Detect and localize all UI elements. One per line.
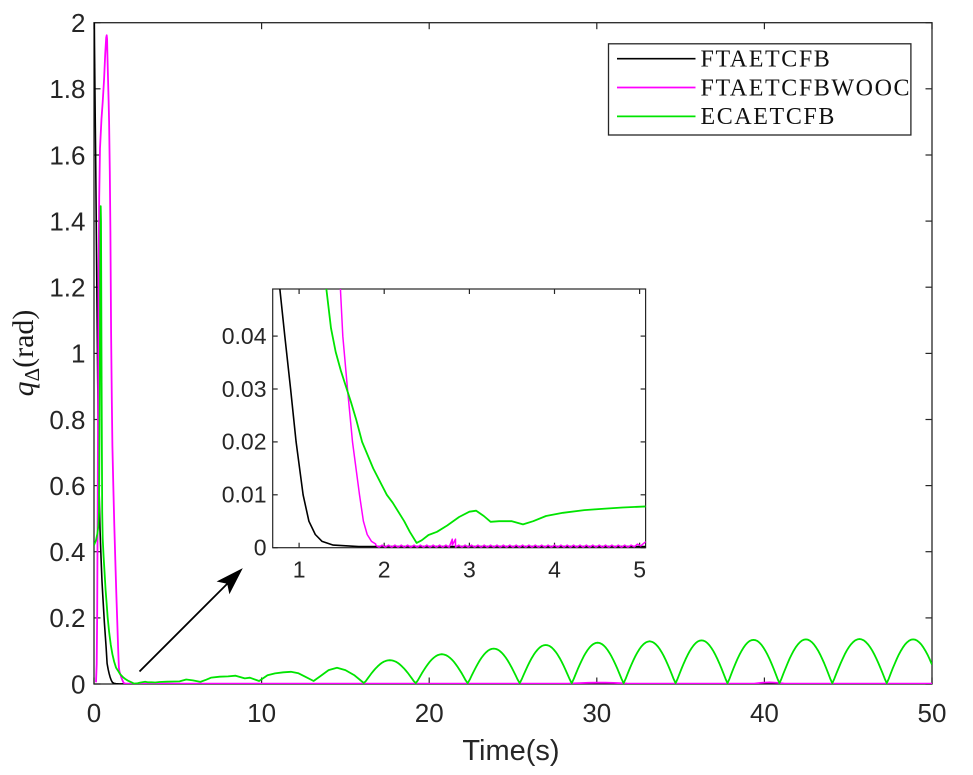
svg-text:4: 4 [548,557,561,583]
svg-text:0.8: 0.8 [49,405,85,435]
svg-text:FTAETCFBWOOC: FTAETCFBWOOC [701,75,912,101]
svg-text:50: 50 [918,698,947,728]
svg-text:FTAETCFB: FTAETCFB [701,47,832,73]
svg-text:0: 0 [71,669,85,699]
svg-text:Time(s): Time(s) [462,735,559,767]
svg-text:0.6: 0.6 [49,471,85,501]
svg-text:5: 5 [633,557,646,583]
svg-text:10: 10 [247,698,276,728]
svg-text:0.02: 0.02 [222,429,267,455]
svg-text:qΔ(rad): qΔ(rad) [7,310,44,397]
svg-text:1.6: 1.6 [49,140,85,170]
svg-text:0.01: 0.01 [222,482,267,508]
svg-text:0.4: 0.4 [49,537,85,567]
svg-text:3: 3 [463,557,476,583]
svg-text:30: 30 [582,698,611,728]
svg-text:0.04: 0.04 [222,323,267,349]
svg-text:2: 2 [71,8,85,38]
svg-text:1.4: 1.4 [49,206,85,236]
svg-text:ECAETCFB: ECAETCFB [701,104,836,130]
svg-text:1: 1 [293,557,306,583]
svg-text:1.2: 1.2 [49,273,85,303]
svg-text:1: 1 [71,339,85,369]
svg-text:20: 20 [415,698,444,728]
svg-text:0: 0 [254,535,267,561]
svg-text:1.8: 1.8 [49,74,85,104]
svg-text:40: 40 [750,698,779,728]
svg-text:2: 2 [378,557,391,583]
svg-text:0.2: 0.2 [49,603,85,633]
svg-text:0: 0 [87,698,101,728]
svg-text:0.03: 0.03 [222,376,267,402]
